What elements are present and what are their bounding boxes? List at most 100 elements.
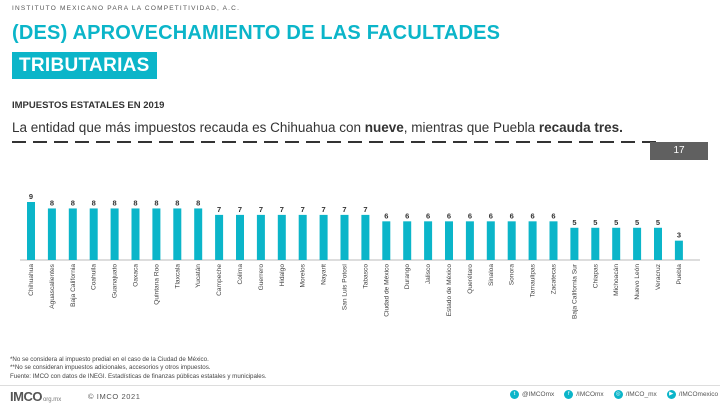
data-label: 9: [29, 192, 33, 201]
data-label: 7: [342, 205, 346, 214]
dashed-divider: [12, 141, 662, 143]
chart-subtitle: IMPUESTOS ESTATALES EN 2019: [12, 100, 165, 111]
bar: [528, 221, 537, 260]
tick-label: Chiapas: [592, 263, 599, 288]
data-label: 5: [656, 218, 660, 227]
social-youtube[interactable]: ▶/IMCOmexico: [666, 390, 719, 399]
bar: [173, 208, 182, 260]
bar: [633, 227, 642, 260]
tick-label: Yucatán: [195, 264, 202, 288]
social-label: /IMCOmx: [576, 391, 604, 398]
bar: [319, 214, 328, 260]
bar: [215, 214, 224, 260]
data-label: 6: [489, 211, 493, 220]
tick-label: Baja California Sur: [571, 263, 578, 319]
tick-label: Hidalgo: [279, 264, 286, 287]
social-label: /IMCO_mx: [625, 391, 657, 398]
data-label: 8: [113, 198, 117, 207]
tick-label: Jalisco: [425, 264, 432, 284]
bar: [256, 214, 265, 260]
page-title-highlight: TRIBUTARIAS: [12, 52, 157, 79]
footer-divider: [0, 385, 720, 386]
bar: [27, 202, 35, 260]
bar: [507, 221, 516, 260]
tick-label: Campeche: [216, 264, 223, 296]
data-label: 6: [551, 211, 555, 220]
lead-text-bold2: recauda tres.: [538, 120, 623, 135]
data-label: 8: [175, 198, 179, 207]
bar: [236, 214, 244, 260]
footnote-source: Fuente: IMCO con datos de INEGI. Estadís…: [10, 372, 267, 380]
data-label: 3: [677, 231, 681, 240]
tick-label: Zacatecas: [551, 263, 558, 294]
tick-label: Estado de México: [446, 264, 453, 317]
tick-label: Michoacán: [613, 264, 620, 296]
tick-label: Guerrero: [258, 264, 265, 291]
bar: [403, 221, 412, 260]
bar: [194, 208, 203, 260]
youtube-icon: ▶: [666, 390, 676, 399]
tick-label: Puebla: [676, 264, 683, 285]
data-label: 6: [405, 211, 409, 220]
social-label: /IMCOmexico: [678, 391, 719, 398]
data-label: 6: [468, 211, 472, 220]
data-label: 7: [363, 205, 367, 214]
logo-domain: org.mx: [42, 397, 62, 403]
lead-text-part1: La entidad que más impuestos recauda es …: [12, 120, 365, 135]
bar: [382, 221, 391, 260]
bar: [424, 221, 433, 260]
tick-label: Tamaulipas: [530, 263, 537, 297]
bar: [465, 221, 474, 260]
bar: [277, 214, 286, 260]
social-links: t @IMCOmx f/IMCOmx ◎/IMCO_mx ▶/IMCOmexico: [510, 390, 718, 399]
data-label: 8: [50, 198, 54, 207]
social-twitter[interactable]: t @IMCOmx: [510, 390, 554, 399]
social-instagram[interactable]: ◎/IMCO_mx: [613, 390, 657, 399]
imco-logo[interactable]: IMCOorg.mx: [10, 389, 61, 404]
bar-chart: 9 Chihuahua 8 Aguascalientes 8 Baja Californi…: [20, 192, 700, 319]
page-number: 17: [650, 142, 708, 160]
tick-label: Nayarit: [321, 264, 328, 285]
logo-text: IMCO: [10, 389, 42, 404]
tick-label: Aguascalientes: [49, 263, 56, 308]
bar: [591, 227, 600, 260]
data-label: 8: [196, 198, 200, 207]
tick-label: Oaxaca: [133, 264, 140, 287]
social-label: @IMCOmx: [522, 391, 555, 398]
data-label: 7: [322, 205, 326, 214]
footnote: **No se consideran impuestos adicionales…: [10, 364, 211, 372]
data-label: 5: [593, 218, 597, 227]
data-label: 6: [531, 211, 535, 220]
bar: [361, 214, 370, 260]
org-name: INSTITUTO MEXICANO PARA LA COMPETITIVIDA…: [12, 5, 241, 12]
lead-text-bold1: nueve: [364, 120, 404, 135]
twitter-icon: t: [510, 390, 519, 399]
tick-label: Tabasco: [362, 264, 369, 289]
tick-label: Quintana Roo: [153, 264, 160, 305]
social-facebook[interactable]: f/IMCOmx: [564, 390, 604, 399]
bar: [47, 208, 56, 260]
tick-label: Coahuila: [91, 264, 98, 290]
data-label: 7: [301, 205, 305, 214]
data-label: 6: [447, 211, 451, 220]
bar: [152, 208, 161, 260]
bar: [89, 208, 98, 260]
data-label: 8: [92, 198, 96, 207]
tick-label: Tlaxcala: [174, 264, 181, 289]
tick-label: Colima: [237, 264, 244, 285]
copyright: © IMCO 2021: [88, 392, 141, 401]
tick-label: Ciudad de México: [383, 264, 390, 317]
data-label: 5: [572, 218, 576, 227]
data-label: 6: [426, 211, 430, 220]
data-label: 5: [635, 218, 639, 227]
bar: [110, 208, 119, 260]
tick-label: Baja California: [70, 264, 77, 307]
bar: [131, 208, 140, 260]
bar: [549, 221, 558, 260]
tick-label: Veracruz: [655, 264, 662, 290]
tick-label: Sinaloa: [488, 264, 495, 286]
data-label: 7: [217, 205, 221, 214]
tick-label: Querétaro: [467, 264, 474, 294]
data-label: 6: [510, 211, 514, 220]
footnote: *No se considera al impuesto predial en …: [10, 356, 209, 363]
